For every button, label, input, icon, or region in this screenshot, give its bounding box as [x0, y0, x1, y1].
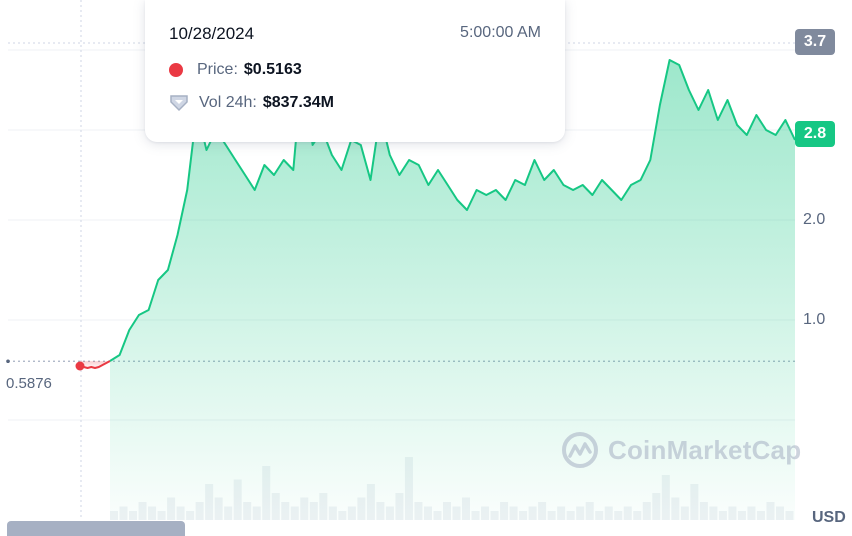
reference-price-label: 0.5876 [6, 375, 52, 392]
currency-label: USD [812, 509, 846, 526]
volume-shield-icon [170, 95, 188, 112]
watermark-text: CoinMarketCap [608, 434, 802, 465]
markers [6, 359, 85, 371]
tooltip-price-value: $0.5163 [243, 61, 302, 78]
tooltip-volume-value: $837.34M [262, 94, 334, 111]
tooltip-price-label: Price: [197, 61, 238, 78]
y-tick-label: 1.0 [803, 311, 826, 328]
tooltip-date: 10/28/2024 [169, 24, 255, 43]
coinmarketcap-logo-icon [562, 432, 598, 468]
y-tick-label: 2.0 [803, 211, 826, 228]
tooltip-volume-label: Vol 24h: [199, 94, 257, 111]
coinmarketcap-watermark: CoinMarketCap [560, 430, 801, 470]
tooltip-price-row: Price: $0.5163 [169, 61, 302, 79]
red-area [80, 361, 110, 368]
price-tooltip: 10/28/2024 5:00:00 AM Price: $0.5163 Vol… [145, 0, 565, 142]
green-area [110, 60, 795, 520]
tooltip-time: 5:00:00 AM [460, 24, 541, 41]
price-dot-icon [169, 63, 183, 77]
reference-dot [6, 359, 10, 364]
hover-point [75, 361, 85, 371]
price-lines [79, 59, 796, 369]
high-price-badge: 3.7 [795, 29, 835, 55]
current-price-badge: 2.8 [795, 121, 835, 147]
price-area [80, 60, 795, 520]
series-line-down [79, 360, 111, 369]
timeline-scroll-handle[interactable] [7, 521, 185, 536]
series-line-up [109, 59, 796, 362]
tooltip-volume-row: Vol 24h: $837.34M [169, 94, 334, 112]
